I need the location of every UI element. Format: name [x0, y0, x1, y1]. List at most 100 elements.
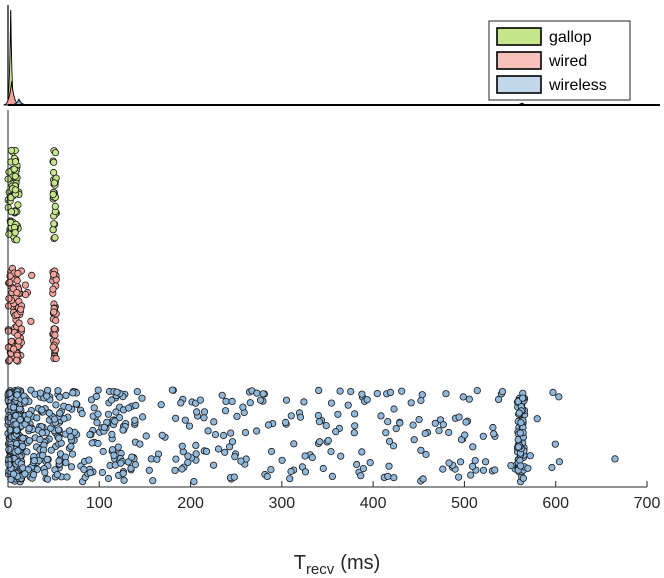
- point-wireless: [139, 413, 147, 421]
- point-wireless: [120, 476, 128, 484]
- point-wireless: [39, 451, 47, 459]
- point-wireless: [36, 389, 45, 397]
- point-wireless: [110, 451, 118, 459]
- point-wireless: [230, 473, 238, 481]
- point-wireless: [119, 469, 127, 477]
- point-wireless: [65, 427, 74, 435]
- point-wired: [5, 294, 13, 303]
- point-wireless: [10, 403, 18, 411]
- point-wireless: [16, 416, 24, 424]
- point-gallop: [11, 229, 19, 237]
- point-wired: [10, 345, 18, 353]
- point-wireless: [514, 443, 523, 451]
- point-wireless: [25, 424, 33, 433]
- point-wireless: [498, 387, 507, 396]
- point-wireless: [128, 453, 136, 461]
- point-wireless: [363, 396, 371, 404]
- point-wireless: [462, 418, 470, 426]
- point-wireless: [222, 397, 230, 405]
- point-wireless: [178, 442, 186, 450]
- point-wireless: [63, 473, 71, 481]
- point-wireless: [396, 419, 404, 427]
- point-wireless: [256, 396, 265, 404]
- point-wireless: [445, 428, 453, 437]
- point-wireless: [519, 394, 527, 402]
- point-wired: [5, 356, 13, 364]
- point-wireless: [131, 416, 139, 424]
- point-wireless: [314, 411, 322, 420]
- point-wireless: [237, 457, 245, 465]
- point-wireless: [168, 386, 176, 394]
- point-wireless: [210, 461, 218, 469]
- point-wireless: [80, 465, 88, 473]
- point-wireless: [328, 472, 336, 480]
- point-wireless: [43, 386, 52, 394]
- point-wireless: [350, 410, 359, 418]
- point-wireless: [202, 447, 211, 455]
- point-wireless: [125, 404, 133, 412]
- point-wireless: [30, 457, 38, 465]
- point-wireless: [33, 414, 41, 422]
- point-wireless: [92, 392, 101, 400]
- point-wireless: [153, 455, 161, 463]
- point-wired: [51, 331, 59, 339]
- point-wireless: [319, 464, 327, 473]
- point-gallop: [49, 190, 57, 198]
- scatter-panel: [4, 146, 619, 486]
- point-wireless: [491, 466, 499, 474]
- point-wireless: [69, 389, 77, 397]
- point-wireless: [220, 431, 228, 440]
- point-wireless: [45, 409, 53, 417]
- point-gallop: [10, 165, 18, 173]
- x-axis: 0 100 200 300 400 500 600 700: [4, 110, 661, 512]
- point-wireless: [259, 390, 267, 398]
- point-wireless: [38, 429, 46, 437]
- point-wireless: [533, 415, 541, 423]
- point-wireless: [12, 420, 20, 428]
- point-gallop: [13, 236, 21, 244]
- point-gallop: [11, 186, 19, 194]
- point-wireless: [67, 463, 76, 471]
- point-wireless: [133, 387, 141, 396]
- legend-label-gallop: gallop: [549, 29, 592, 46]
- point-wireless: [5, 389, 14, 397]
- point-wireless: [184, 458, 192, 466]
- point-wireless: [19, 434, 27, 442]
- point-wireless: [228, 438, 237, 446]
- point-gallop: [11, 172, 19, 180]
- point-wireless: [516, 429, 524, 437]
- point-wireless: [172, 414, 180, 422]
- point-wireless: [390, 474, 398, 482]
- point-wireless: [221, 448, 229, 456]
- point-wireless: [382, 429, 390, 437]
- point-wireless: [358, 448, 366, 456]
- point-wireless: [65, 403, 73, 412]
- point-wireless: [108, 430, 116, 438]
- point-wireless: [62, 391, 70, 399]
- point-wireless: [86, 430, 94, 439]
- point-wireless: [172, 455, 180, 463]
- point-wireless: [337, 452, 345, 460]
- point-wireless: [60, 415, 68, 423]
- point-wireless: [445, 459, 453, 467]
- point-wireless: [454, 473, 463, 481]
- point-wireless: [53, 470, 61, 479]
- point-wireless: [67, 442, 75, 450]
- point-wireless: [469, 443, 477, 451]
- point-wired: [6, 272, 14, 280]
- point-wireless: [55, 434, 63, 442]
- point-wireless: [157, 401, 165, 409]
- x-tick-label: 700: [634, 495, 661, 512]
- point-wireless: [94, 439, 102, 448]
- point-wireless: [456, 458, 465, 466]
- point-wireless: [5, 445, 13, 453]
- point-gallop: [51, 149, 60, 157]
- point-wireless: [47, 446, 55, 454]
- point-wireless: [14, 447, 22, 455]
- point-gallop: [7, 146, 15, 155]
- point-wireless: [352, 460, 361, 469]
- point-wireless: [158, 431, 166, 439]
- point-gallop: [49, 226, 57, 234]
- point-wireless: [611, 455, 619, 463]
- point-wireless: [336, 387, 344, 395]
